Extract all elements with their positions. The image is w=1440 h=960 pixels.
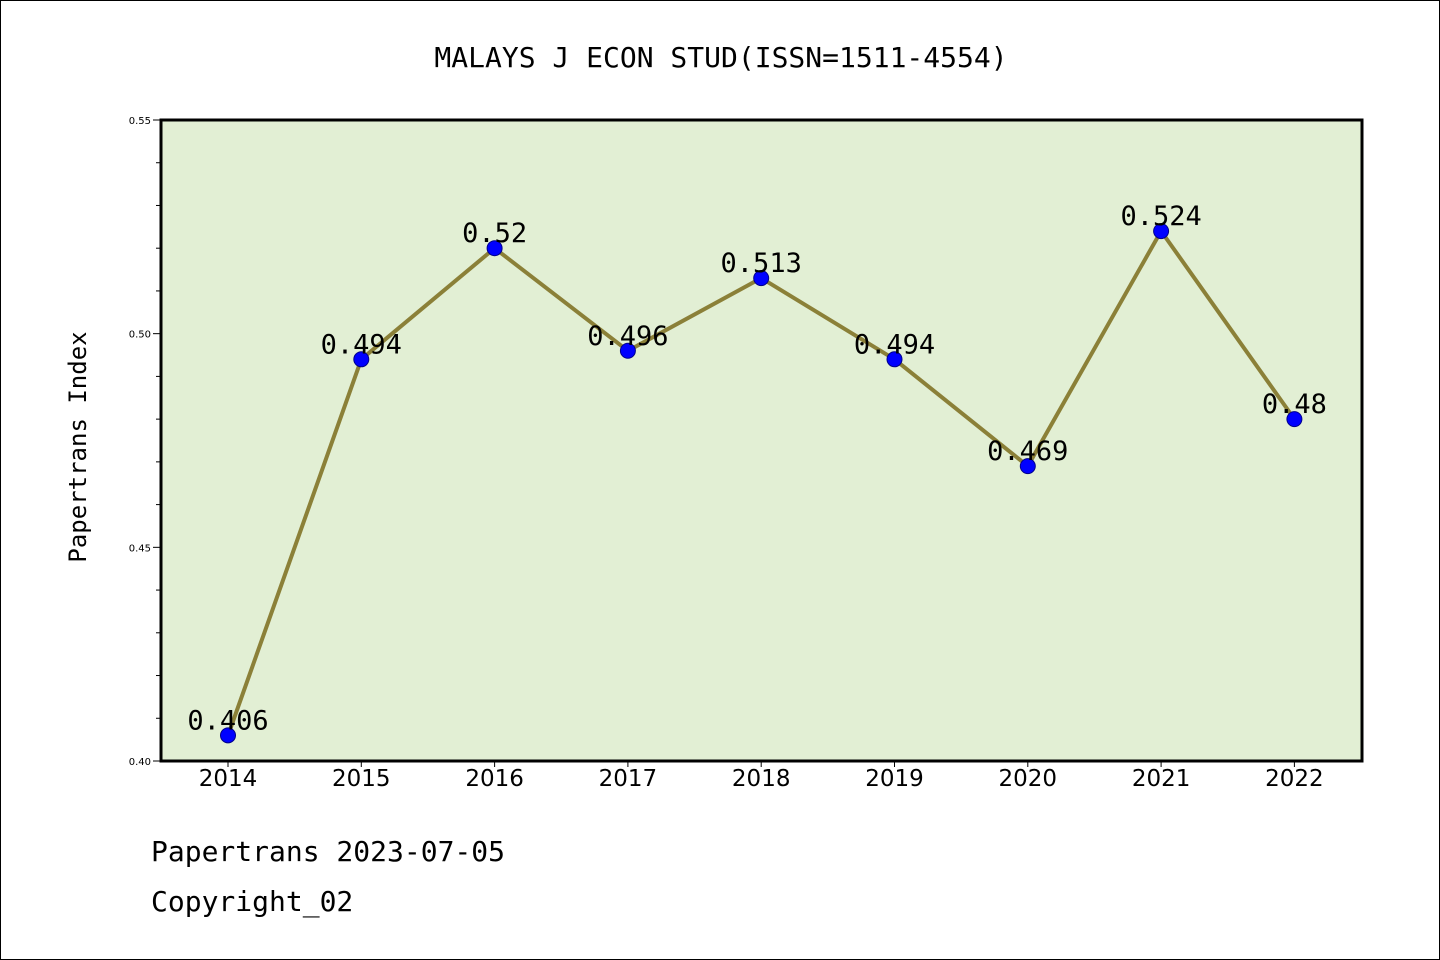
data-point (1153, 223, 1170, 240)
x-tick-label: 2019 (865, 766, 924, 792)
y-tick-label: 0.50 (129, 330, 151, 341)
data-label: 0.524 (1120, 201, 1201, 232)
data-point (1286, 411, 1303, 428)
data-label: 0.406 (187, 705, 268, 736)
x-tick-label: 2017 (599, 766, 658, 792)
x-tick-label: 2022 (1265, 766, 1324, 792)
y-axis-label: Papertrans Index (64, 331, 92, 562)
data-label: 0.48 (1262, 389, 1327, 420)
x-tick-label: 2021 (1132, 766, 1191, 792)
plot-area: 0.40 0.45 0.50 0.55 2014 2015 2016 2017 2018 2019… (129, 116, 1364, 792)
plot-border (159, 118, 1364, 763)
data-point (753, 270, 770, 287)
x-tick-label: 2016 (465, 766, 524, 792)
x-tick-label: 2018 (732, 766, 791, 792)
data-point (1019, 458, 1036, 475)
data-point (619, 342, 636, 359)
y-tick-label: 0.55 (129, 116, 151, 127)
y-tick-label: 0.40 (129, 757, 151, 768)
data-label: 0.496 (587, 321, 668, 352)
data-label: 0.52 (462, 218, 527, 249)
footer-copyright: Copyright_02 (151, 885, 354, 918)
data-label: 0.494 (321, 329, 402, 360)
data-point (220, 727, 236, 744)
data-point (886, 351, 903, 368)
data-point (353, 351, 370, 368)
chart-title: MALAYS J ECON STUD(ISSN=1511-4554) (434, 41, 1007, 74)
x-tick-label: 2014 (199, 766, 258, 792)
data-label: 0.469 (987, 436, 1068, 467)
data-point (486, 240, 503, 257)
data-label: 0.494 (854, 329, 935, 360)
x-tick-label: 2015 (332, 766, 391, 792)
footer-date: Papertrans 2023-07-05 (151, 835, 506, 868)
data-label: 0.513 (721, 248, 802, 279)
x-tick-label: 2020 (999, 766, 1058, 792)
y-tick-label: 0.45 (129, 543, 151, 554)
